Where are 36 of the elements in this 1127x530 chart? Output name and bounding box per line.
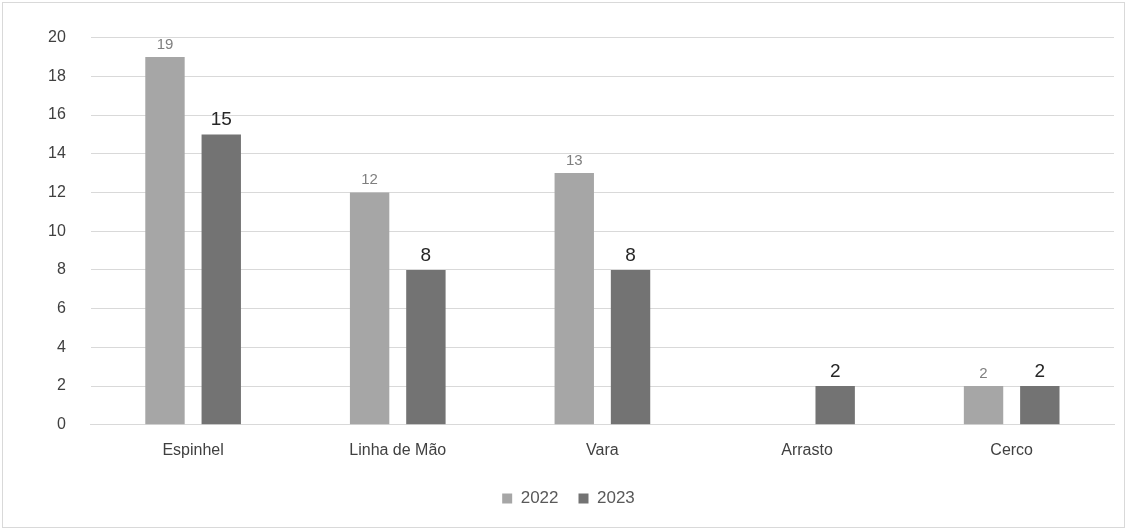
y-tick-label: 4 (56, 337, 66, 355)
bar (963, 386, 1004, 425)
bar (201, 134, 241, 425)
y-tick-label: 0 (56, 415, 66, 433)
y-tick-label: 20 (48, 28, 66, 46)
y-tick-label: 10 (48, 221, 66, 239)
y-tick-label: 12 (48, 182, 66, 200)
data-label: 12 (361, 170, 378, 188)
legend-label: 2023 (597, 488, 635, 508)
legend-label: 2022 (520, 488, 559, 508)
bar (1020, 386, 1060, 425)
data-label: 13 (565, 150, 583, 168)
data-label: 2 (1034, 359, 1046, 381)
y-tick-label: 14 (48, 144, 66, 162)
y-tick-label: 16 (48, 105, 66, 123)
bar (815, 386, 855, 425)
x-tick-label: Linha de Mão (349, 440, 447, 458)
data-label: 15 (210, 108, 232, 130)
y-tick-label: 6 (56, 299, 66, 317)
bar (406, 269, 446, 425)
bar (145, 56, 185, 425)
bar (554, 173, 594, 425)
data-label: 2 (829, 359, 841, 381)
y-tick-label: 18 (48, 66, 66, 84)
bar (610, 269, 651, 425)
x-tick-label: Cerco (990, 440, 1034, 458)
data-label: 8 (625, 243, 636, 265)
y-tick-label: 8 (56, 260, 66, 278)
x-tick-label: Arrasto (781, 440, 833, 458)
data-label: 19 (156, 34, 174, 52)
bar (349, 192, 390, 425)
data-label: 8 (420, 243, 432, 265)
data-label: 2 (979, 363, 988, 381)
y-tick-label: 2 (56, 376, 66, 394)
x-tick-label: Vara (586, 440, 619, 458)
x-tick-label: Espinhel (162, 440, 224, 458)
